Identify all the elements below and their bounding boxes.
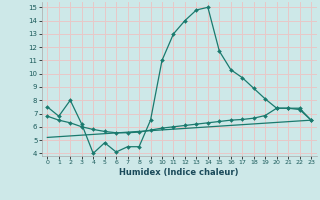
X-axis label: Humidex (Indice chaleur): Humidex (Indice chaleur) (119, 168, 239, 177)
